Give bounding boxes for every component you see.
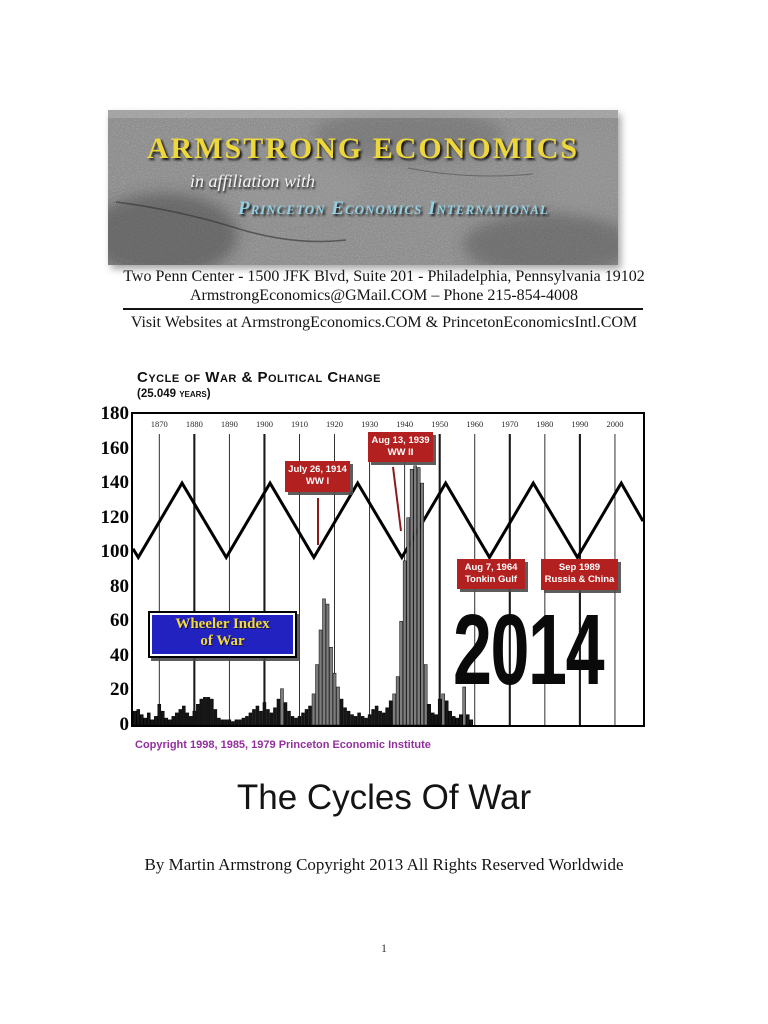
logo-affiliation-text: in affiliation with bbox=[190, 171, 316, 191]
annotation-event: WW II bbox=[387, 447, 414, 458]
wheeler-index-legend: Wheeler Index of War bbox=[148, 611, 297, 658]
annotation-event: Tonkin Gulf bbox=[464, 574, 518, 585]
svg-text:2000: 2000 bbox=[606, 419, 623, 429]
byline: By Martin Armstrong Copyright 2013 All R… bbox=[144, 855, 624, 874]
logo-affiliate-name: Princeton Economics International bbox=[238, 198, 549, 219]
svg-text:1910: 1910 bbox=[291, 419, 308, 429]
svg-text:1980: 1980 bbox=[536, 419, 553, 429]
annotation-date: Sep 1989 bbox=[558, 562, 601, 573]
svg-text:1940: 1940 bbox=[396, 419, 413, 429]
y-tick-label: 180 bbox=[100, 403, 130, 424]
annotation-ww2: Aug 13, 1939 WW II bbox=[368, 432, 433, 462]
annotation-event: Russia & China bbox=[544, 574, 615, 585]
chart-subtitle: (25.049 years) bbox=[137, 388, 211, 400]
annotation-date: July 26, 1914 bbox=[288, 464, 347, 475]
svg-text:1960: 1960 bbox=[466, 419, 483, 429]
y-tick-label: 140 bbox=[100, 472, 130, 494]
page-title: The Cycles Of War bbox=[236, 778, 532, 817]
annotation-tonkin-gulf: Aug 7, 1964 Tonkin Gulf bbox=[457, 559, 525, 589]
svg-text:1890: 1890 bbox=[221, 419, 238, 429]
annotation-date: Aug 13, 1939 bbox=[371, 435, 430, 446]
war-cycle-chart: Cycle of War & Political Change (25.049 … bbox=[100, 368, 680, 760]
granite-texture-image bbox=[108, 110, 618, 265]
chart-title: Cycle of War & Political Change bbox=[137, 369, 381, 386]
svg-text:1880: 1880 bbox=[186, 419, 203, 429]
legend-line2: of War bbox=[200, 633, 245, 649]
y-tick-label: 80 bbox=[110, 575, 129, 597]
svg-text:1870: 1870 bbox=[151, 419, 168, 429]
y-axis-labels: 180 160 140 120 100 80 60 40 20 0 bbox=[100, 368, 130, 760]
logo-title: ARMSTRONG ECONOMICS bbox=[146, 132, 580, 165]
divider-rule bbox=[123, 308, 643, 310]
websites-line: Visit Websites at ArmstrongEconomics.COM… bbox=[130, 314, 638, 331]
svg-text:1930: 1930 bbox=[361, 419, 378, 429]
annotation-date: Aug 7, 1964 bbox=[464, 562, 518, 573]
page-number: 1 bbox=[381, 941, 387, 955]
svg-text:1950: 1950 bbox=[431, 419, 448, 429]
annotation-event: WW I bbox=[305, 476, 330, 487]
y-tick-label: 60 bbox=[110, 610, 129, 632]
y-tick-label: 120 bbox=[100, 506, 130, 528]
legend-line1: Wheeler Index bbox=[175, 616, 270, 632]
chart-copyright: Copyright 1998, 1985, 1979 Princeton Eco… bbox=[135, 739, 431, 751]
svg-text:1990: 1990 bbox=[571, 419, 588, 429]
svg-text:1920: 1920 bbox=[326, 419, 343, 429]
contact-line: ArmstrongEconomics@GMail.COM – Phone 215… bbox=[189, 287, 579, 304]
y-tick-label: 160 bbox=[100, 437, 130, 459]
annotation-russia-china: Sep 1989 Russia & China bbox=[541, 559, 618, 590]
y-tick-label: 40 bbox=[110, 644, 129, 666]
big-year-label: 2014 bbox=[453, 594, 605, 706]
plot-area: 1870 1880 1890 1900 1910 1920 1930 1940 1950 1960… bbox=[131, 412, 645, 727]
address-line: Two Penn Center - 1500 JFK Blvd, Suite 2… bbox=[123, 268, 645, 285]
y-tick-label: 20 bbox=[110, 679, 129, 701]
annotation-ww1: July 26, 1914 WW I bbox=[285, 461, 350, 492]
svg-text:1970: 1970 bbox=[501, 419, 518, 429]
y-tick-label: 0 bbox=[119, 714, 130, 735]
armstrong-economics-logo: ARMSTRONG ECONOMICS in affiliation with … bbox=[108, 110, 618, 265]
svg-text:1900: 1900 bbox=[256, 419, 273, 429]
y-tick-label: 100 bbox=[100, 541, 130, 563]
